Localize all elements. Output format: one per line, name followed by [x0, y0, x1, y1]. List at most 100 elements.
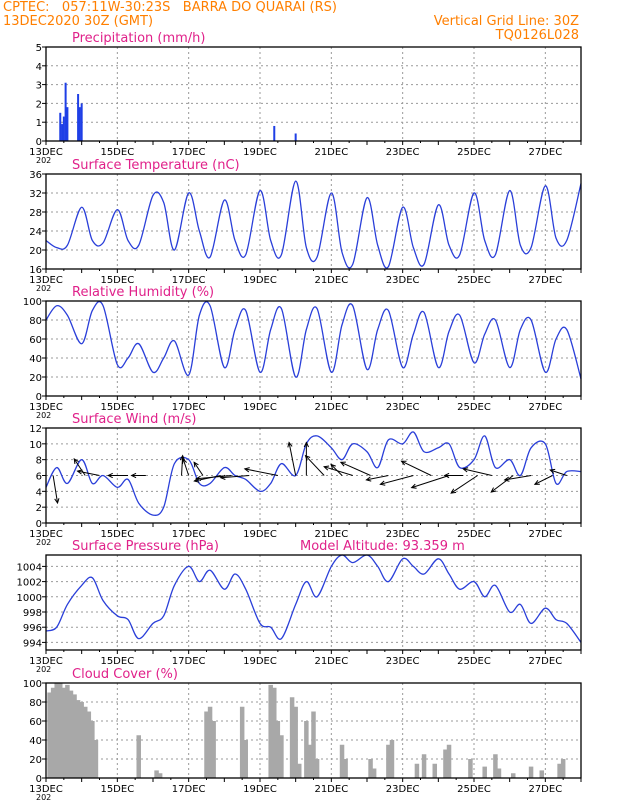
x-tick-label: 21DEC — [314, 784, 348, 795]
panel-3: 0 2 4 6 8 10 12 13DEC 15DEC 17DEC 19DEC 21DEC 23DEC 2… — [29, 412, 582, 547]
x-tick-label: 15DEC — [100, 275, 134, 286]
wind-vector-head — [533, 480, 540, 485]
cloud-bar — [239, 706, 245, 778]
cloud-bar — [47, 692, 52, 778]
x-tick-label: 15DEC — [100, 656, 134, 667]
plot-area — [46, 174, 581, 269]
y-tick-label: 80 — [29, 316, 42, 327]
y-tick-label: 1 — [36, 118, 42, 129]
y-tick-label: 996 — [23, 623, 42, 634]
y-tick-label: 40 — [29, 354, 42, 365]
wind-vector-head — [379, 480, 386, 486]
x-year-stub: 202 — [36, 538, 51, 547]
cloud-bar — [154, 770, 159, 778]
cloud-bar — [304, 721, 309, 778]
x-year-stub: 202 — [36, 284, 51, 293]
panel-0: 0 1 2 3 4 5 13DEC 15DEC 17DEC 19DEC 21DEC 23DEC 25DE… — [29, 31, 582, 165]
cloud-bar — [289, 697, 295, 778]
y-tick-label: 2 — [36, 99, 42, 110]
x-tick-label: 25DEC — [457, 529, 491, 540]
cloud-bar — [293, 706, 298, 778]
y-tick-label: 5 — [36, 43, 42, 54]
x-year-stub: 202 — [36, 411, 51, 420]
cloud-bar — [468, 759, 473, 778]
wind-vector-head — [410, 483, 417, 489]
wind-vector — [323, 466, 353, 476]
y-tick-label: 3 — [36, 81, 42, 92]
wind-vector-head — [195, 475, 202, 482]
header-grid-note: Vertical Grid Line: 30Z — [433, 14, 579, 29]
x-tick-label: 13DEC — [29, 275, 63, 286]
panel-1: 16 20 24 28 32 36 13DEC 15DEC 17DEC 19DEC 21DEC 23D… — [29, 158, 582, 293]
cloud-bar — [211, 721, 216, 778]
cloud-bar — [421, 754, 427, 778]
wind-vector-head — [339, 461, 346, 467]
x-tick-label: 27DEC — [528, 656, 562, 667]
wind-vector-head — [287, 441, 293, 448]
y-tick-label: 20 — [29, 755, 42, 766]
x-tick-label: 23DEC — [386, 784, 420, 795]
header-date: 13DEC2020 30Z (GMT) — [3, 14, 154, 29]
cloud-bar — [314, 759, 320, 778]
wind-vector-head — [219, 474, 226, 480]
cloud-bar — [50, 687, 56, 778]
wind-vector-head — [193, 461, 199, 468]
panel-annotation: Model Altitude: 93.359 m — [300, 539, 465, 554]
y-tick-label: 0 — [36, 392, 42, 403]
precip-bar — [61, 124, 64, 141]
wind-vector — [550, 469, 567, 476]
cloud-bar — [443, 749, 448, 778]
cloud-bar — [86, 711, 92, 778]
wind-vector — [77, 470, 100, 476]
cloud-bar — [371, 768, 377, 778]
wind-vector-head — [303, 441, 309, 448]
wind-vector-head — [304, 454, 311, 461]
y-tick-label: 4 — [36, 487, 42, 498]
y-tick-label: 2 — [36, 503, 42, 514]
series-line — [45, 554, 582, 643]
wind-vector-head — [490, 487, 497, 493]
y-tick-label: 10 — [29, 440, 42, 451]
y-tick-label: 20 — [29, 373, 42, 384]
wind-vector-head — [503, 476, 510, 482]
panel-title: Cloud Cover (%) — [72, 667, 178, 682]
x-tick-label: 15DEC — [100, 402, 134, 413]
x-tick-label: 15DEC — [100, 147, 134, 158]
x-tick-label: 17DEC — [172, 275, 206, 286]
x-tick-label: 23DEC — [386, 402, 420, 413]
wind-vector — [244, 468, 278, 476]
cloud-bar — [136, 735, 141, 778]
x-tick-label: 23DEC — [386, 147, 420, 158]
wind-vector-head — [443, 472, 450, 479]
y-tick-label: 100 — [23, 679, 42, 690]
wind-vector — [340, 461, 371, 476]
y-tick-label: 24 — [29, 227, 42, 238]
cloud-bar — [386, 744, 391, 778]
cloud-bar — [307, 744, 313, 778]
cloud-bar — [207, 706, 213, 778]
y-tick-label: 1002 — [17, 578, 42, 589]
cloud-bar — [528, 766, 534, 778]
y-tick-label: 20 — [29, 246, 42, 257]
cloud-bar — [539, 770, 545, 778]
precip-bar — [78, 107, 81, 141]
precip-bar — [64, 82, 67, 141]
x-tick-label: 13DEC — [29, 656, 63, 667]
y-tick-label: 80 — [29, 698, 42, 709]
x-tick-label: 27DEC — [528, 529, 562, 540]
cloud-bar — [482, 766, 487, 778]
wind-vector — [534, 475, 553, 485]
precip-bar — [273, 125, 276, 141]
panel-4: 994 996 998 1000 1002 1004 13DEC 15DEC 17DEC 19DE… — [17, 539, 582, 674]
precip-bar — [59, 112, 62, 141]
y-tick-label: 28 — [29, 208, 42, 219]
panel-title: Relative Humidity (%) — [72, 285, 214, 300]
x-tick-label: 25DEC — [457, 147, 491, 158]
cloud-bar — [560, 759, 566, 778]
wind-vector-head — [107, 472, 113, 479]
cloud-bar — [496, 768, 502, 778]
precip-bar — [294, 133, 297, 141]
plot-area — [46, 301, 581, 396]
x-tick-label: 23DEC — [386, 275, 420, 286]
y-tick-label: 32 — [29, 189, 42, 200]
